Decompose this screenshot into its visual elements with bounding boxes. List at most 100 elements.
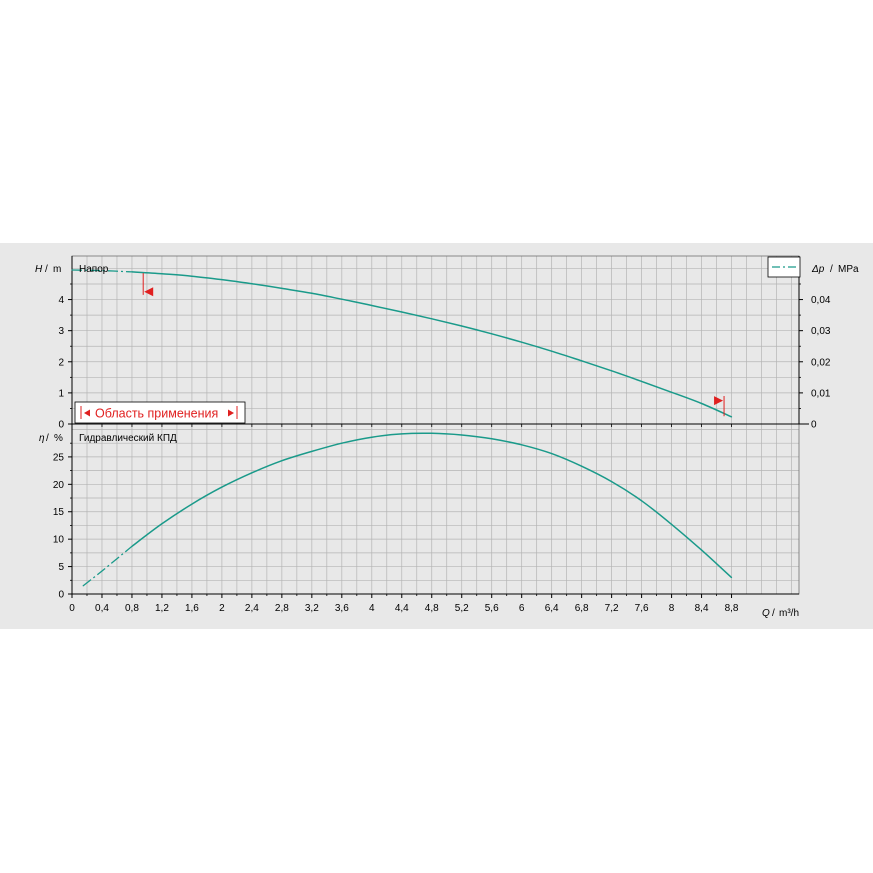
y-tick-label: 2 [58,357,64,368]
y2-axis-unit-dp: MPa [838,264,859,275]
x-tick-label: 8 [669,603,675,614]
efficiency-point [491,438,493,440]
y-tick-label: 0 [58,590,64,601]
head-point [371,304,373,307]
x-tick-label: 1,2 [155,603,169,614]
range-label-text: Область применения [95,407,218,421]
x-tick-label: 2,8 [275,603,289,614]
efficiency-point [611,480,613,483]
efficiency-point [670,523,673,525]
head-point [251,283,253,285]
y-tick-label: 4 [58,295,64,306]
y-tick-label: 3 [58,326,64,337]
efficiency-point [401,433,403,435]
y2-tick-label: 0,03 [811,326,831,337]
efficiency-point [161,523,163,525]
efficiency-point [82,585,84,587]
x-tick-label: 3,6 [335,603,349,614]
y2-tick-label: 0 [811,420,817,431]
x-axis-unit-q: m³/h [779,608,799,619]
x-tick-label: 1,6 [185,603,199,614]
y-axis-unit-h: m [53,264,61,275]
efficiency-point [191,503,193,505]
efficiency-point [311,450,313,453]
head-point [221,279,223,281]
head-point [431,318,433,320]
x-axis-var-q: Q [762,608,770,619]
x-tick-label: 7,2 [605,603,619,614]
range-marker-left [144,287,154,297]
x-tick-label: 2 [219,603,225,614]
head-point [461,325,463,327]
head-point [341,298,343,300]
x-tick-label: 8,8 [725,603,739,614]
efficiency-point [371,436,373,438]
x-tick-label: 0,8 [125,603,139,614]
x-tick-label: 0,4 [95,603,109,614]
efficiency-point [551,453,553,455]
y-axis-var-eta: η [39,433,45,444]
y-axis-unit-eta: % [54,433,63,444]
y-tick-label: 1 [58,388,64,399]
x-tick-label: 6,4 [545,603,559,614]
efficiency-point [131,545,133,547]
range-marker-right [714,396,724,406]
head-point [730,416,733,418]
x-tick-label: 4,4 [395,603,409,614]
efficiency-point [341,442,343,444]
head-point [491,333,493,335]
efficiency-point [581,465,583,467]
head-point [311,292,313,294]
head-point [101,270,103,272]
head-point [551,350,553,352]
x-tick-label: 2,4 [245,603,259,614]
x-tick-label: 4,8 [425,603,439,614]
y2-axis-var-dp: Δp [811,264,825,275]
head-point [641,380,643,382]
head-curve-dashed [71,269,133,273]
pump-curve-chart: 0 0,4 0,8 1,2 1,6 2 2,4 2,8 3,2 3,6 4 4,4 4,8 5,2 5,6 6… [35,255,859,619]
head-point [191,275,193,277]
head-point [611,370,613,372]
y2-tick-label: 0,01 [811,388,831,399]
y2-tick-label: 0,04 [811,295,831,306]
y-tick-label: 20 [53,480,65,491]
x-tick-label: 3,2 [305,603,319,614]
head-point [670,391,673,393]
series-label-efficiency: Гидравлический КПД [79,433,177,444]
efficiency-point [641,500,643,502]
x-tick-label: 5,6 [485,603,499,614]
y-tick-label: 15 [53,507,65,518]
y-tick-label: 10 [53,535,65,546]
y-tick-label: 25 [53,452,65,463]
y2-tick-label: 0,02 [811,357,831,368]
x-tick-label: 4 [369,603,375,614]
head-point [131,271,133,273]
efficiency-point [101,570,103,572]
x-axis-sep-q: / [772,608,775,619]
head-point [521,341,523,343]
efficiency-point [431,432,433,434]
x-tick-label: 8,4 [695,603,709,614]
head-point [581,360,583,362]
efficiency-point [700,549,703,551]
y-tick-label: 5 [58,562,64,573]
range-arrow-left [84,409,90,417]
efficiency-point [251,472,253,474]
x-tick-label: 7,6 [635,603,649,614]
head-point [71,269,73,271]
x-tick-label: 6 [519,603,525,614]
x-tick-label: 6,8 [575,603,589,614]
x-tick-label: 0 [69,603,75,614]
efficiency-point [221,486,223,488]
x-tick-label: 5,2 [455,603,469,614]
plot-area [72,256,799,594]
head-point [401,311,403,313]
range-arrow-right [228,409,234,417]
head-point [700,402,703,405]
y-tick-label: 0 [58,420,64,431]
efficiency-point [281,460,283,462]
y-axis-var-h: H [35,264,43,275]
series-label-head: Напор [79,264,109,275]
range-label-box [74,401,246,424]
